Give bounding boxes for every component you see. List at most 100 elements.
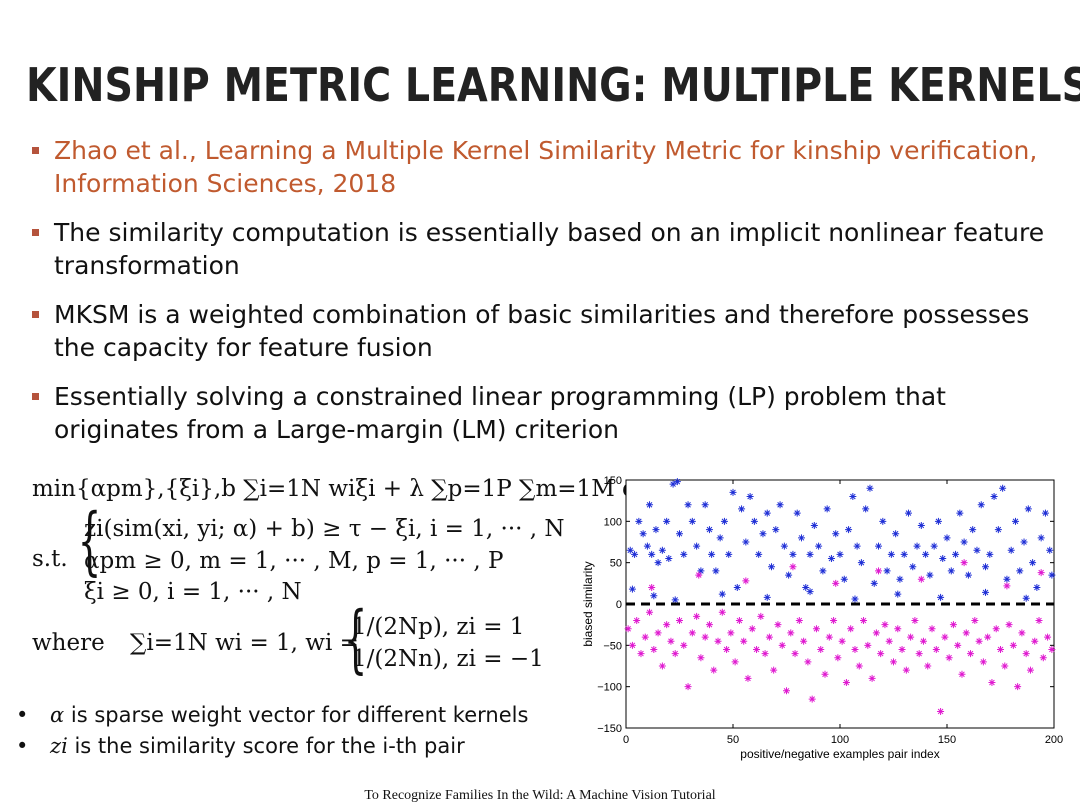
positive-pair-point [729,488,737,496]
negative-pair-point [650,645,658,653]
note-bullet-dot: • [16,703,29,727]
positive-pair-point [969,526,977,534]
y-tick-label: 100 [604,516,622,528]
negative-pair-point [1039,654,1047,662]
negative-pair-point [774,621,782,629]
positive-pair-point [832,530,840,538]
negative-pair-point [907,633,915,641]
positive-pair-point [947,567,955,575]
positive-pair-point [994,526,1002,534]
positive-pair-point [635,517,643,525]
positive-pair-point [750,517,758,525]
negative-pair-point [945,654,953,662]
negative-pair-point [680,641,688,649]
positive-pair-point [680,550,688,558]
positive-pair-point [900,550,908,558]
negative-pair-point [1001,662,1009,670]
positive-pair-point [793,509,801,517]
negative-pair-point [765,633,773,641]
negative-pair-point [919,637,927,645]
negative-pair-point [693,612,701,620]
negative-pair-point [917,575,925,583]
negative-pair-point [958,670,966,678]
negative-pair-point [997,645,1004,653]
note-symbol: zi [50,734,68,758]
negative-pair-point [868,674,876,682]
weight-sum: ∑i=1N wi = 1, wi = [130,630,359,656]
positive-pair-point [673,478,681,486]
positive-pair-point [894,590,902,598]
negative-pair-point [676,617,683,625]
positive-pair-point [785,571,793,579]
note-text: is sparse weight vector for different ke… [64,703,529,727]
negative-pair-point [860,617,868,625]
positive-pair-point [870,579,878,587]
positive-pair-point [763,593,771,601]
positive-pair-point [913,542,921,550]
negative-pair-point [748,625,756,633]
negative-pair-point [851,645,859,653]
negative-pair-point [705,621,713,629]
x-tick-label: 0 [623,734,629,746]
negative-pair-point [817,645,825,653]
negative-pair-point [646,608,654,616]
positive-pair-point [904,509,912,517]
negative-pair-point [877,650,885,658]
negative-pair-point [962,629,970,637]
positive-pair-point [665,555,673,563]
note-item: • α is sparse weight vector for differen… [16,700,528,731]
positive-pair-point [716,534,724,542]
notes-list: • α is sparse weight vector for differen… [16,700,528,762]
negative-pair-point [808,695,816,703]
bullet-marker [32,311,39,318]
negative-pair-point [804,658,812,666]
positive-pair-point [853,542,861,550]
positive-pair-point [896,575,904,583]
negative-pair-point [710,666,718,674]
negative-pair-point [1035,617,1043,625]
positive-pair-point [875,542,883,550]
negative-pair-point [1044,633,1052,641]
positive-pair-point [922,550,930,558]
x-axis-label: positive/negative examples pair index [740,747,939,761]
negative-pair-point [971,617,979,625]
constraint-1: zi(sim(xi, yi; α) + b) ≥ τ − ξi, i = 1, … [84,516,565,542]
bullet-item: MKSM is a weighted combination of basic … [30,298,1060,364]
positive-pair-point [819,567,827,575]
positive-pair-point [1048,571,1056,579]
constraint-2: αpm ≥ 0, m = 1, ··· , M, p = 1, ··· , P [84,548,504,574]
positive-pair-point [708,550,716,558]
negative-pair-point [975,637,983,645]
positive-pair-point [1046,546,1054,554]
positive-pair-point [1020,538,1028,546]
negative-pair-point [932,645,940,653]
negative-pair-point [872,629,880,637]
positive-pair-point [676,530,683,538]
positive-pair-point [1003,575,1011,583]
positive-pair-point [943,534,951,542]
negative-pair-point [628,641,636,649]
positive-pair-point [701,501,709,509]
reference-bullet: Zhao et al., Learning a Multiple Kernel … [30,134,1060,200]
y-tick-label: −50 [603,640,622,652]
negative-pair-point [714,637,722,645]
positive-pair-point [626,546,634,554]
where-label: where [32,630,105,656]
negative-pair-point [1026,666,1034,674]
negative-pair-point [885,637,893,645]
negative-pair-point [757,612,765,620]
negative-pair-point [1003,582,1011,590]
positive-pair-point [960,538,968,546]
negative-pair-point [1022,650,1030,658]
positive-pair-point [718,590,726,598]
y-tick-label: −150 [597,723,622,735]
negative-pair-point [695,571,703,579]
positive-pair-point [639,530,647,538]
positive-pair-point [1037,534,1045,542]
negative-pair-point [1037,569,1045,577]
positive-pair-point [671,596,679,604]
positive-pair-point [776,501,784,509]
positive-pair-point [738,505,746,513]
positive-pair-point [883,567,891,575]
positive-pair-point [763,509,771,517]
